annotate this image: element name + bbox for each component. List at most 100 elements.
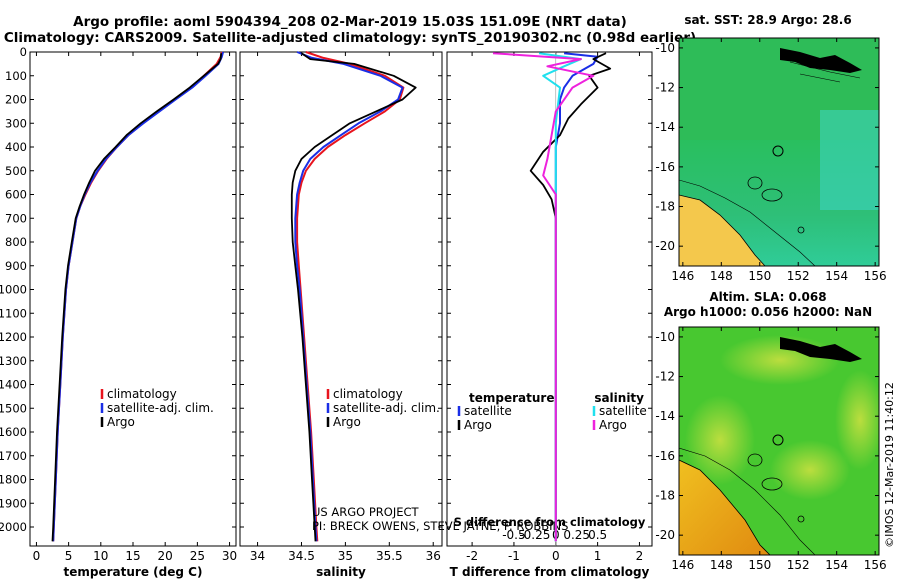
sla-argo-location-marker [772, 434, 784, 446]
x-axis-label: salinity [316, 565, 366, 579]
sst-land [679, 195, 765, 266]
series-line-argo [51, 53, 223, 542]
sst-reef-1 [747, 176, 763, 190]
sla-map-title-2: Argo h1000: 0.056 h2000: NaN [664, 305, 872, 319]
depth-tick-label: 500 [5, 164, 27, 178]
map-y-tick-label: -18 [655, 489, 675, 503]
map-x-tick-label: 154 [825, 558, 848, 572]
series-line-salinity-argo [492, 52, 595, 542]
map-y-tick-label: -14 [655, 120, 675, 134]
x-tick-label: 15 [125, 549, 140, 563]
legend-label: satellite [464, 404, 512, 418]
legend-salinity-title: salinity [594, 391, 644, 405]
temperature-panel: 0100200300400500600700800900100011001200… [0, 45, 237, 579]
x-axis-label: T difference from climatology [450, 565, 650, 579]
depth-tick-label: 1500 [0, 401, 27, 415]
sla-map: Altim. SLA: 0.068 Argo h1000: 0.056 h200… [655, 290, 886, 572]
series-line-argo [290, 52, 417, 542]
legend-label: satellite-adj. clim. [333, 401, 440, 415]
legend-label: Argo [107, 415, 135, 429]
sst-shelf-contour [679, 179, 816, 266]
depth-tick-label: 200 [5, 93, 27, 107]
x-tick-label: 30 [222, 549, 237, 563]
x-tick-label: 34 [250, 549, 265, 563]
map-x-tick-label: 148 [710, 558, 733, 572]
series-line-temperature-satellite [554, 52, 599, 542]
s-tick-label: 0.25 [563, 528, 590, 542]
map-x-tick-label: 150 [748, 558, 771, 572]
x-tick-label: 34.5 [288, 549, 315, 563]
x-tick-label: 0 [33, 549, 41, 563]
x-tick-label: 2 [636, 549, 644, 563]
annotation-line: PI: BRECK OWENS, STEVE JAYNE, P. ROBBINS [312, 519, 568, 533]
x-axis-label: temperature (deg C) [64, 565, 203, 579]
map-y-tick-label: -16 [655, 160, 675, 174]
map-y-tick-label: -20 [655, 239, 675, 253]
credit-text: ©IMOS 12-Mar-2019 11:40:12 [883, 382, 896, 548]
map-y-tick-label: -18 [655, 200, 675, 214]
depth-tick-label: 300 [5, 116, 27, 130]
map-y-tick-label: -14 [655, 409, 675, 423]
sla-coastline [679, 459, 771, 555]
x-tick-label: 36 [426, 549, 441, 563]
map-y-tick-label: -12 [655, 370, 675, 384]
plot-frame [446, 51, 653, 547]
x-tick-label: 10 [93, 549, 108, 563]
sla-map-axes: 146 148 150 152 154 156 -10 -12 -14 -16 -18 -20 [655, 327, 887, 572]
s-tick-label: -0.25 [519, 528, 550, 542]
map-x-tick-label: 146 [671, 558, 694, 572]
sst-reef-contours [789, 61, 861, 83]
legend-label: Argo [333, 415, 361, 429]
plot-frame [29, 51, 237, 547]
depth-tick-label: 900 [5, 259, 27, 273]
legend-label: satellite-adj. clim. [107, 401, 214, 415]
depth-tick-label: 0 [20, 45, 27, 59]
sla-map-title-1: Altim. SLA: 0.068 [709, 290, 826, 304]
series-line-temperature-argo [529, 52, 612, 542]
header-line-2: Climatology: CARS2009. Satellite-adjuste… [4, 30, 696, 46]
sst-field [679, 38, 879, 266]
sla-map-frame [678, 326, 880, 556]
x-tick-label: 25 [190, 549, 205, 563]
depth-tick-label: 100 [5, 69, 27, 83]
map-x-tick-label: 156 [864, 269, 887, 283]
s-axis-label: S difference from climatology [454, 515, 646, 529]
x-tick-label: 35 [338, 549, 353, 563]
depth-tick-label: 1800 [0, 473, 27, 487]
map-x-tick-label: 146 [671, 269, 694, 283]
depth-tick-label: 1900 [0, 496, 27, 510]
depth-tick-label: 1700 [0, 449, 27, 463]
sla-field [679, 327, 879, 555]
sst-map-axes: 146 148 150 152 154 156 -10 -12 -14 -16 -18 -20 [655, 38, 887, 283]
header-line-1: Argo profile: aoml 5904394_208 02-Mar-20… [73, 14, 627, 30]
sst-argo-location-marker [772, 145, 784, 157]
map-x-tick-label: 152 [787, 269, 810, 283]
sla-island-png [780, 337, 862, 362]
sst-reef-2 [761, 188, 783, 202]
annotation-line: US ARGO PROJECT [312, 505, 420, 519]
sla-reef-2 [761, 477, 783, 491]
map-y-tick-label: -16 [655, 449, 675, 463]
map-x-tick-label: 156 [864, 558, 887, 572]
x-tick-label: -2 [466, 549, 478, 563]
sst-island-png [780, 48, 862, 73]
sst-cool-patch [820, 110, 879, 210]
depth-tick-label: 1200 [0, 330, 27, 344]
difference-panel: -2 -1 0 1 2-0.5-0.25 0 0.250.5S difference fro… [446, 51, 653, 579]
depth-tick-label: 1400 [0, 378, 27, 392]
sla-reef-3 [797, 515, 805, 523]
legend-temperature-title: temperature [469, 391, 554, 405]
plot-frame [239, 51, 443, 547]
sla-shelf-contour [679, 447, 816, 555]
depth-tick-label: 400 [5, 140, 27, 154]
s-tick-label: 0.5 [588, 528, 607, 542]
legend-label: Argo [464, 418, 492, 432]
salinity-panel: 34 34.5 35 35.5 36salinityclimatologysatelli… [239, 51, 568, 579]
depth-tick-label: 1000 [0, 283, 27, 297]
depth-tick-label: 600 [5, 188, 27, 202]
sst-coastline [679, 194, 766, 266]
depth-tick-label: 2000 [0, 520, 27, 534]
legend-label: climatology [107, 387, 177, 401]
